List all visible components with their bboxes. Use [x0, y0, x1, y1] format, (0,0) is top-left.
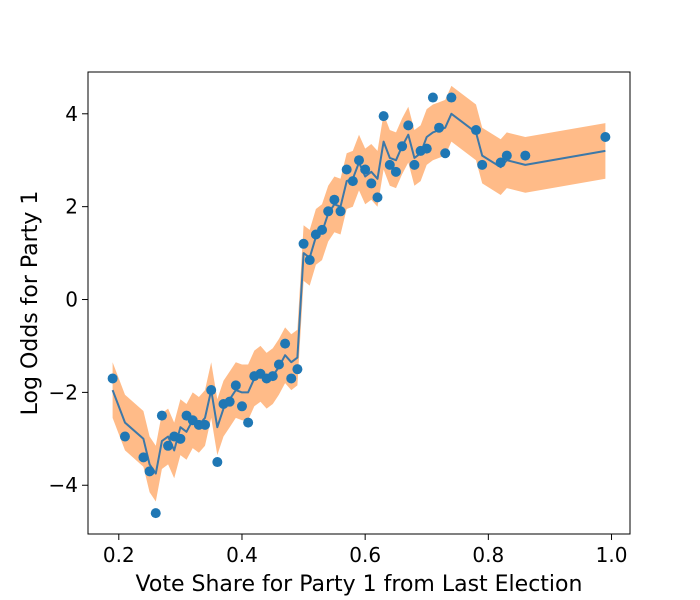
y-tick-label: −4: [49, 473, 78, 497]
scatter-point: [397, 141, 408, 152]
x-tick-label: 0.6: [349, 543, 381, 567]
scatter-point: [341, 164, 352, 175]
scatter-point: [200, 419, 211, 430]
y-axis-label: Log Odds for Party 1: [18, 191, 43, 416]
x-axis-ticks: 0.2 0.4 0.6 0.8 1.0: [103, 534, 628, 567]
y-tick-label: 0: [65, 288, 78, 312]
scatter-point: [323, 206, 334, 217]
y-axis-ticks: −4 −2 0 2 4: [49, 102, 88, 497]
x-tick-label: 0.4: [226, 543, 258, 567]
scatter-point: [163, 440, 174, 451]
scatter-point: [292, 364, 303, 375]
scatter-point: [335, 206, 346, 217]
scatter-point: [212, 457, 223, 468]
scatter-point: [175, 433, 186, 444]
scatter-point: [360, 164, 371, 175]
scatter-point: [224, 396, 235, 407]
scatter-point: [119, 431, 130, 442]
scatter-point: [138, 452, 149, 463]
x-tick-label: 0.8: [472, 543, 504, 567]
scatter-point: [317, 224, 328, 235]
scatter-point: [409, 159, 420, 170]
scatter-point: [520, 150, 531, 161]
x-tick-label: 0.2: [103, 543, 135, 567]
scatter-point: [236, 401, 247, 412]
y-tick-label: 2: [65, 195, 78, 219]
scatter-point: [427, 92, 438, 103]
y-tick-label: −2: [49, 380, 78, 404]
scatter-point: [600, 132, 611, 143]
scatter-point: [354, 155, 364, 166]
scatter-point: [273, 359, 284, 370]
scatter-point: [206, 385, 217, 396]
scatter-point: [403, 120, 414, 131]
scatter-point: [267, 371, 278, 382]
scatter-point: [390, 166, 401, 177]
scatter-point: [107, 373, 118, 384]
scatter-point: [329, 194, 340, 205]
scatter-point: [372, 192, 383, 203]
uncertainty-band-layer: [112, 85, 606, 502]
scatter-point: [434, 122, 445, 133]
scatter-point: [378, 111, 389, 122]
scatter-point: [366, 178, 377, 189]
scatter-point: [298, 238, 309, 249]
scatter-point: [144, 466, 155, 477]
scatter-point: [304, 255, 315, 266]
scatter-points-layer: [107, 92, 611, 519]
scatter-point: [384, 159, 395, 170]
x-axis-label: Vote Share for Party 1 from Last Electio…: [136, 572, 583, 597]
scatter-point: [495, 157, 506, 168]
x-tick-label: 1.0: [596, 543, 628, 567]
scatter-point: [477, 159, 488, 170]
scatter-point: [421, 143, 432, 154]
scatter-point: [501, 150, 512, 161]
scatter-point: [440, 148, 451, 159]
scatter-point: [347, 176, 358, 187]
y-tick-label: 4: [65, 102, 78, 126]
plot-frame: [87, 71, 631, 535]
scatter-point: [471, 125, 482, 136]
scatter-point: [243, 417, 254, 428]
scatter-point: [150, 508, 161, 519]
scatter-point: [280, 338, 291, 349]
scatter-point: [286, 373, 297, 384]
scatter-point: [446, 92, 457, 103]
uncertainty-band: [112, 85, 606, 502]
scatter-point: [230, 380, 241, 391]
scatter-point: [156, 410, 167, 421]
